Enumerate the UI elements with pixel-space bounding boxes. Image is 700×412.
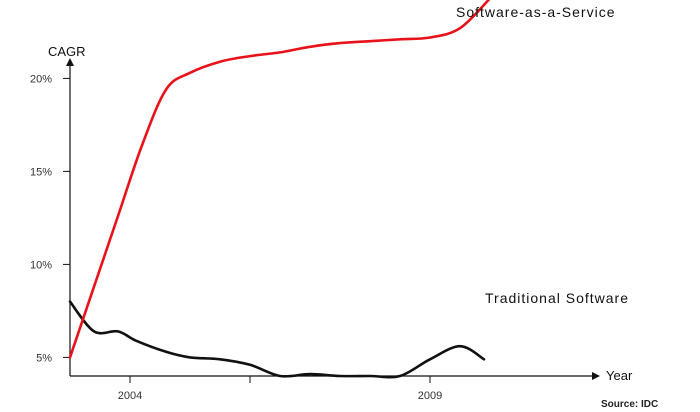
series-line-traditional-software [68,300,486,379]
series-lines [68,0,491,379]
series-label-traditional: Traditional Software [485,290,629,306]
x-ticks: 2004 2009 [118,376,442,402]
y-tick-label: 5% [36,352,52,364]
y-tick-label: 20% [30,73,52,85]
x-tick-label: 2009 [418,390,442,402]
series-label-saas: Software-as-a-Service [456,4,616,20]
y-ticks: 5% 10% 15% 20% [30,73,70,364]
source-label: Source: IDC [601,399,658,410]
y-axis-title: CAGR [48,44,86,59]
x-tick-label: 2004 [118,390,142,402]
series-line-software-as-a-service [68,0,491,359]
axes [66,58,600,380]
x-axis-title: Year [606,368,633,383]
y-tick-label: 10% [30,259,52,271]
y-tick-label: 15% [30,166,52,178]
